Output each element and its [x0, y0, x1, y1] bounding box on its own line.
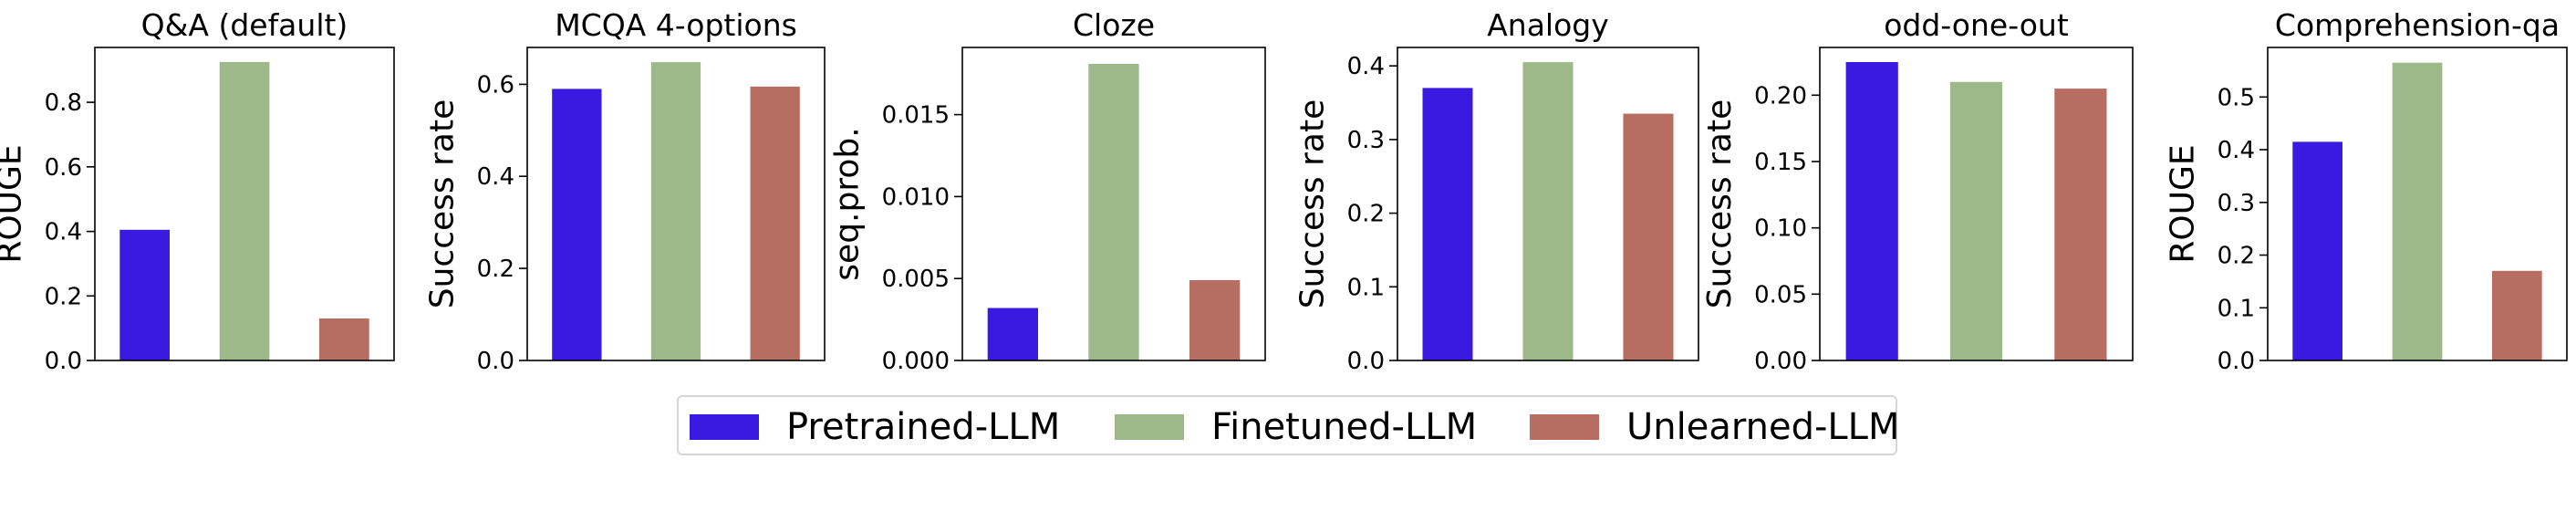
- y-tick-label: 0.10: [1754, 215, 1807, 243]
- bar-finetuned: [1949, 81, 2003, 361]
- chart-panel: 0.0 0.1 0.2 0.3 0.4 Analogy Success rate: [1294, 7, 1699, 375]
- y-tick-label: 0.05: [1754, 281, 1807, 308]
- bar-unlearned: [2054, 89, 2107, 360]
- y-axis-label: Success rate: [424, 99, 462, 308]
- y-tick-label: 0.1: [2218, 295, 2255, 322]
- bar-finetuned: [2392, 62, 2443, 360]
- chart-panel: 0.0 0.2 0.4 0.6 MCQA 4-options Success rate: [424, 7, 826, 375]
- y-tick-label: 0.015: [882, 102, 950, 130]
- bar-unlearned: [2492, 270, 2542, 360]
- chart-panel: 0.0 0.1 0.2 0.3 0.4 0.5 Comprehension-qa ROUGE: [2165, 7, 2568, 375]
- bar-finetuned: [1088, 64, 1139, 360]
- legend-label-unlearned: Unlearned-LLM: [1626, 406, 1900, 448]
- bar-unlearned: [1189, 280, 1241, 360]
- plot-frame: [961, 47, 1266, 361]
- y-tick-label: 0.00: [1754, 348, 1807, 375]
- y-tick-label: 0.2: [477, 256, 514, 283]
- bar-finetuned: [650, 62, 701, 360]
- y-tick-label: 0.0: [1347, 348, 1385, 375]
- bar-finetuned: [1522, 62, 1574, 360]
- legend-item-unlearned: Unlearned-LLM: [1530, 397, 1899, 457]
- y-tick-label: 0.15: [1754, 149, 1807, 176]
- chart-title: Analogy: [1487, 7, 1609, 43]
- chart-title: odd-one-out: [1884, 7, 2069, 43]
- bar-pretrained: [119, 229, 170, 360]
- y-axis-label: Success rate: [1701, 99, 1739, 308]
- legend-item-pretrained: Pretrained-LLM: [690, 397, 1060, 457]
- bar-pretrained: [2292, 141, 2342, 360]
- y-tick-label: 0.1: [1347, 274, 1385, 301]
- bar-pretrained: [1422, 88, 1473, 361]
- legend-swatch-unlearned: [1530, 414, 1599, 440]
- y-tick-label: 0.3: [1347, 127, 1385, 154]
- y-tick-label: 0.2: [1347, 201, 1385, 228]
- y-tick-label: 0.010: [882, 183, 950, 211]
- y-tick-label: 0.2: [45, 283, 82, 310]
- plot-frame: [2267, 47, 2568, 361]
- y-tick-label: 0.4: [1347, 53, 1385, 80]
- chart-title: MCQA 4-options: [555, 7, 797, 43]
- y-axis-label: ROUGE: [0, 144, 29, 263]
- y-tick-label: 0.3: [2218, 190, 2255, 217]
- y-tick-label: 0.000: [882, 348, 950, 375]
- y-tick-label: 0.4: [45, 219, 82, 246]
- y-tick-label: 0.8: [45, 89, 82, 117]
- y-tick-label: 0.6: [477, 71, 514, 99]
- plot-frame: [1397, 47, 1699, 361]
- y-tick-label: 0.4: [477, 163, 514, 191]
- bar-finetuned: [219, 61, 270, 361]
- bar-unlearned: [750, 86, 800, 361]
- y-tick-label: 0.0: [2218, 348, 2255, 375]
- y-axis-label: seq.prob.: [829, 127, 867, 280]
- chart-panel: 0.00 0.05 0.10 0.15 0.20 odd-one-out Success r…: [1701, 7, 2134, 375]
- y-tick-label: 0.0: [477, 348, 514, 375]
- y-tick-label: 0.005: [882, 266, 950, 293]
- y-tick-label: 0.6: [45, 154, 82, 182]
- chart-title: Cloze: [1073, 7, 1155, 43]
- bar-pretrained: [552, 89, 602, 361]
- chart-title: Q&A (default): [141, 7, 348, 43]
- legend-label-finetuned: Finetuned-LLM: [1211, 406, 1478, 448]
- legend: Pretrained-LLM Finetuned-LLM Unlearned-L…: [677, 395, 1899, 457]
- y-tick-label: 0.5: [2218, 84, 2255, 111]
- y-tick-label: 0.0: [45, 348, 82, 375]
- y-tick-label: 0.4: [2218, 137, 2255, 164]
- y-tick-label: 0.2: [2218, 243, 2255, 270]
- legend-swatch-pretrained: [690, 414, 759, 440]
- y-axis-label: Success rate: [1294, 99, 1332, 308]
- chart-title: Comprehension-qa: [2275, 7, 2560, 43]
- plot-frame: [526, 47, 826, 361]
- chart-panel: 0.000 0.005 0.010 0.015 Cloze seq.prob.: [829, 7, 1266, 375]
- plot-frame: [94, 47, 395, 361]
- bar-unlearned: [1623, 113, 1674, 360]
- legend-item-finetuned: Finetuned-LLM: [1115, 397, 1477, 457]
- legend-swatch-finetuned: [1115, 414, 1184, 440]
- y-tick-label: 0.20: [1754, 82, 1807, 110]
- bar-pretrained: [987, 308, 1038, 360]
- bar-unlearned: [319, 318, 369, 360]
- y-axis-label: ROUGE: [2165, 144, 2202, 263]
- legend-label-pretrained: Pretrained-LLM: [786, 406, 1061, 448]
- plot-frame: [1819, 47, 2134, 361]
- chart-panel: 0.0 0.2 0.4 0.6 0.8 Q&A (default) ROUGE: [0, 7, 395, 375]
- bar-pretrained: [1845, 62, 1898, 360]
